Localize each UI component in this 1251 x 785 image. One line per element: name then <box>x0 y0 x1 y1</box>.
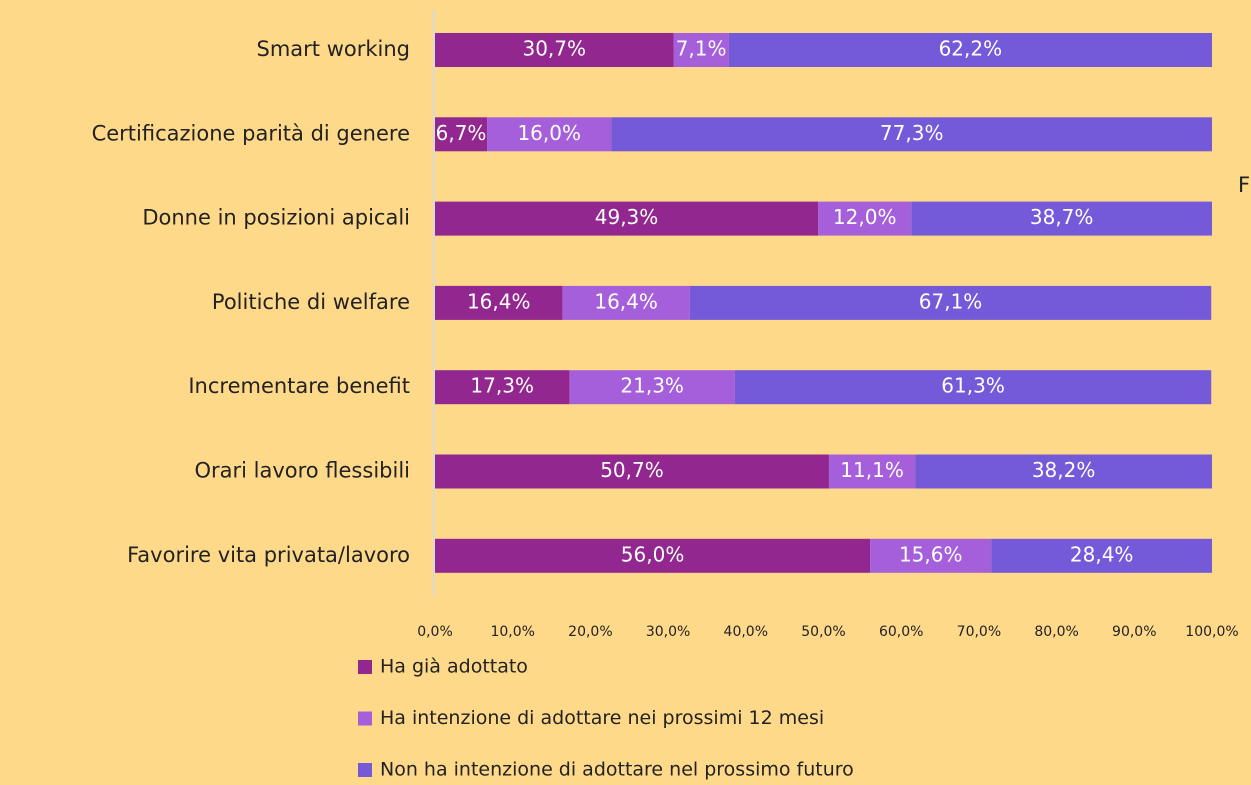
bar-segment <box>435 538 871 573</box>
data-label: 56,0% <box>621 542 685 566</box>
category-label: Smart working <box>257 37 411 61</box>
bar-segment <box>435 370 570 405</box>
bar-segment <box>991 538 1212 573</box>
x-tick-label: 70,0% <box>957 624 1001 640</box>
data-label: 11,1% <box>840 458 904 482</box>
bar-segment <box>734 370 1212 405</box>
data-label: 49,3% <box>595 205 659 229</box>
bar-segment <box>435 33 674 67</box>
bar-segment <box>487 117 612 152</box>
x-tick-label: 100,0% <box>1185 624 1238 640</box>
data-label: 61,3% <box>941 374 1005 398</box>
category-label: Donne in posizioni apicali <box>142 206 410 230</box>
data-label: 62,2% <box>939 37 1003 61</box>
data-label: 17,3% <box>470 374 534 398</box>
x-tick-label: 60,0% <box>879 624 923 640</box>
data-label: 16,4% <box>467 289 531 313</box>
bar-segment <box>728 33 1212 67</box>
bar-segment <box>435 454 829 489</box>
data-label: 12,0% <box>833 205 897 229</box>
bar-segment <box>562 285 690 320</box>
legend-label: Ha già adottato <box>380 656 528 678</box>
x-tick-label: 90,0% <box>1112 624 1156 640</box>
category-label: Orari lavoro flessibili <box>194 459 410 483</box>
data-label: 50,7% <box>600 458 664 482</box>
x-tick-label: 20,0% <box>568 624 612 640</box>
data-label: 16,0% <box>517 121 581 145</box>
x-tick-label: 50,0% <box>801 624 845 640</box>
x-tick-label: 80,0% <box>1034 624 1078 640</box>
x-tick-label: 10,0% <box>490 624 534 640</box>
data-label: 6,7% <box>436 121 487 145</box>
bar-segment <box>435 201 819 236</box>
data-label: 15,6% <box>899 542 963 566</box>
bar-segment <box>818 201 912 236</box>
bar-segment <box>870 538 992 573</box>
bar-segment <box>435 285 563 320</box>
legend-label: Non ha intenzione di adottare nel prossi… <box>380 759 854 781</box>
data-label: 38,7% <box>1030 205 1094 229</box>
legend-swatch <box>358 660 372 674</box>
category-label: Certificazione parità di genere <box>92 121 410 145</box>
category-label: Incrementare benefit <box>188 374 410 398</box>
data-label: 21,3% <box>620 374 684 398</box>
bar-segment <box>911 201 1212 236</box>
data-label: 30,7% <box>522 37 586 61</box>
legend-swatch <box>358 711 372 726</box>
x-tick-label: 0,0% <box>417 624 453 640</box>
bar-segment <box>673 33 729 67</box>
bar-segment <box>689 285 1212 320</box>
bar-segment <box>828 454 916 489</box>
category-label: Politiche di welfare <box>212 290 410 314</box>
bar-segment <box>569 370 735 405</box>
data-label: 77,3% <box>880 121 944 145</box>
category-label: Favorire vita privata/lavoro <box>127 543 410 567</box>
x-tick-label: 40,0% <box>724 624 768 640</box>
bar-segment <box>915 454 1212 489</box>
legend-swatch <box>358 763 372 777</box>
data-label: 16,4% <box>594 289 658 313</box>
data-label: 38,2% <box>1032 458 1096 482</box>
data-label: 67,1% <box>919 289 983 313</box>
x-tick-label: 30,0% <box>646 624 690 640</box>
data-label: 28,4% <box>1070 542 1134 566</box>
bar-segment <box>611 117 1212 152</box>
annotation: F <box>1238 173 1250 197</box>
bar-segment <box>435 117 488 152</box>
legend-label: Ha intenzione di adottare nei prossimi 1… <box>380 707 824 729</box>
data-label: 7,1% <box>676 37 727 61</box>
